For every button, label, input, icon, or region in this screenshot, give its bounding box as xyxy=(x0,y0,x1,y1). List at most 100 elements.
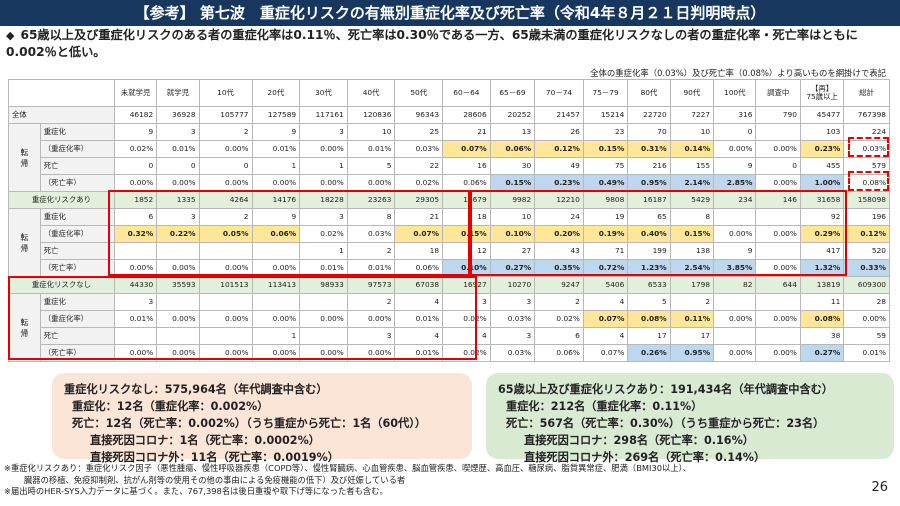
table-cell: 3 xyxy=(156,208,200,226)
lead-text: 65歳以上及び重症化リスクのある者の重症化率は0.11％、死亡率は0.30％であ… xyxy=(6,28,858,59)
table-cell: 0.00% xyxy=(713,310,757,328)
table-cell: 127589 xyxy=(251,106,301,124)
table-cell: 0.02% xyxy=(394,174,444,192)
table-cell: 16 xyxy=(442,157,491,175)
table-cell: 9 xyxy=(251,208,301,226)
table-cell: 0.02% xyxy=(113,140,158,158)
table-cell: 0.20% xyxy=(534,225,584,243)
table-cell: 0.00% xyxy=(843,310,890,328)
table-cell: 0.00% xyxy=(713,140,757,158)
table-cell: 3 xyxy=(299,123,348,141)
table-cell: 0.33% xyxy=(843,259,890,277)
callout-right-other-cause: 直接死因コロナ外：269名（死亡率：0.14%） xyxy=(524,451,766,464)
table-cell: 22 xyxy=(394,157,444,175)
table-cell: 0.06% xyxy=(442,174,491,192)
table-cell: 2.14% xyxy=(669,174,715,192)
table-cell: 0.08% xyxy=(627,310,671,328)
table-row: （死亡率） 0.00% 0.00% 0.00% 0.00% 0.01% 0.01% 0.06%… xyxy=(9,259,890,277)
table-cell: 82 xyxy=(713,276,757,294)
table-cell: 146 xyxy=(755,191,801,209)
table-cell xyxy=(198,327,253,345)
table-cell: 97573 xyxy=(346,276,396,294)
table-cell xyxy=(755,123,801,141)
table-row: （死亡率） 0.00% 0.00% 0.00% 0.00% 0.00% 0.00% 0.01%… xyxy=(9,344,890,362)
table-cell: 0.15% xyxy=(582,140,629,158)
table-cell: 21457 xyxy=(534,106,584,124)
column-header: 調査中 xyxy=(755,79,801,107)
table-cell: 101513 xyxy=(198,276,253,294)
data-table: 未就学児 就学児 10代 20代 30代 40代 50代 60－64 65－69 70－74 75－… xyxy=(8,79,890,362)
table-cell: 0.00% xyxy=(156,344,200,362)
column-header: 40代 xyxy=(346,79,396,107)
table-cell: 0.08% xyxy=(799,310,845,328)
table-cell: 92 xyxy=(799,208,845,226)
table-cell: 0.07% xyxy=(442,140,491,158)
table-cell: 0.06% xyxy=(394,259,444,277)
table-cell: 25 xyxy=(394,123,444,141)
table-cell: 11 xyxy=(799,293,845,311)
table-cell: 3 xyxy=(156,123,200,141)
footnote-data-source: ※届出時のHER-SYS入力データに基づく。また、767,398名は後日重複や取… xyxy=(4,486,388,496)
table-cell: 0.00% xyxy=(251,310,301,328)
row-label: （死亡率） xyxy=(39,259,115,277)
outcome-group-label: 転帰 xyxy=(8,123,41,192)
table-cell: 22720 xyxy=(627,106,671,124)
table-cell: 9808 xyxy=(582,191,629,209)
table-cell: 3 xyxy=(489,327,536,345)
page-number: 26 xyxy=(871,480,888,495)
table-cell: 0.00% xyxy=(346,344,396,362)
table-cell: 1.32% xyxy=(799,259,845,277)
table-cell: 0 xyxy=(156,157,200,175)
table-cell: 4 xyxy=(394,327,444,345)
table-cell: 13819 xyxy=(799,276,845,294)
column-header: 10代 xyxy=(198,79,253,107)
table-cell: 0.01% xyxy=(156,140,200,158)
table-cell: 0.01% xyxy=(843,344,890,362)
table-cell: 455 xyxy=(799,157,845,175)
table-cell: 1 xyxy=(251,327,301,345)
table-cell: 0.00% xyxy=(299,140,348,158)
table-cell: 75 xyxy=(582,157,629,175)
table-cell: 2 xyxy=(198,208,253,226)
table-cell: 0.06% xyxy=(534,344,584,362)
table-cell xyxy=(156,242,200,260)
table-cell: 0.01% xyxy=(299,259,348,277)
table-cell: 1798 xyxy=(669,276,715,294)
table-cell: 7227 xyxy=(669,106,715,124)
table-cell: 0 xyxy=(713,123,757,141)
row-label: （死亡率） xyxy=(39,174,115,192)
table-cell: 9982 xyxy=(489,191,536,209)
table-cell: 0.03% xyxy=(394,140,444,158)
table-cell: 2.85% xyxy=(713,174,757,192)
table-cell: 2 xyxy=(346,293,396,311)
table-cell: 0.01% xyxy=(113,310,158,328)
column-header: 70－74 xyxy=(534,79,584,107)
table-cell: 36928 xyxy=(156,106,200,124)
table-cell xyxy=(113,327,158,345)
table-cell: 579 xyxy=(843,157,890,175)
table-cell: 5429 xyxy=(669,191,715,209)
callout-right-covid-cause: 直接死因コロナ：298名（死亡率：0.16%） xyxy=(524,434,754,447)
table-cell: 43 xyxy=(534,242,584,260)
table-cell: 0.07% xyxy=(582,344,629,362)
table-row: （重症化率） 0.32% 0.22% 0.05% 0.06% 0.02% 0.03% 0.07… xyxy=(9,225,890,243)
table-cell: 8 xyxy=(346,208,396,226)
table-cell: 0.08% xyxy=(843,174,890,192)
table-cell: 15214 xyxy=(582,106,629,124)
table-cell xyxy=(251,242,301,260)
table-cell: 0.00% xyxy=(713,344,757,362)
callout-65-plus-risk-summary: 65歳以上及び重症化リスクあり：191,434名（年代調査中含む） 重症化：21… xyxy=(486,373,894,464)
table-cell: 0.03% xyxy=(843,140,890,158)
table-cell: 3 xyxy=(489,293,536,311)
table-cell: 0.72% xyxy=(582,259,629,277)
table-cell: 417 xyxy=(799,242,845,260)
table-cell: 9 xyxy=(713,157,757,175)
table-cell: 10 xyxy=(489,208,536,226)
table-cell: 23 xyxy=(582,123,629,141)
table-cell: 0.00% xyxy=(755,174,801,192)
table-cell: 0.00% xyxy=(198,344,253,362)
table-cell: 0.00% xyxy=(198,259,253,277)
table-cell: 0.95% xyxy=(669,344,715,362)
table-cell xyxy=(198,242,253,260)
footnote-risk-definition: ※重症化リスクあり：重症化リスク因子（悪性腫瘍、慢性呼吸器疾患（COPD等）、慢… xyxy=(4,463,692,473)
